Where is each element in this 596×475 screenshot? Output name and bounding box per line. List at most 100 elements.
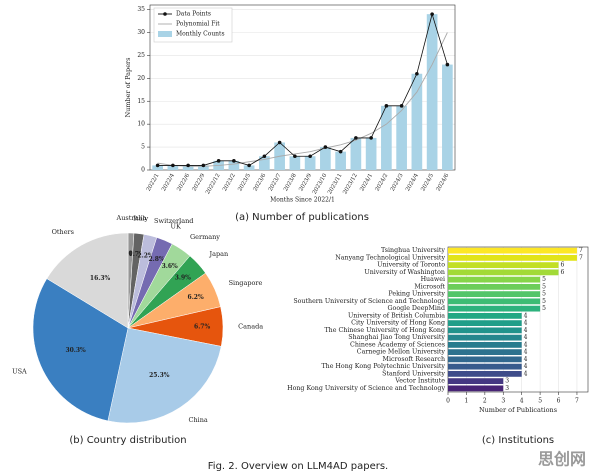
data-point: [430, 12, 434, 16]
percent-label: 2.2%: [137, 253, 153, 260]
x-axis-label: Number of Publications: [479, 406, 557, 414]
percent-label: 6.7%: [194, 323, 210, 330]
institution-label: Carnegie Mellon University: [357, 349, 446, 356]
bar: [182, 165, 194, 170]
plot-frame: [149, 4, 456, 171]
data-point: [323, 145, 328, 149]
bar-value-label: 7: [579, 247, 583, 254]
bar: [448, 363, 522, 370]
data-point: [384, 104, 389, 108]
data-point: [262, 154, 267, 159]
bar: [448, 254, 577, 261]
y-tick-label: 15: [137, 98, 145, 105]
country-label: Japan: [209, 250, 229, 258]
bar: [448, 385, 504, 392]
x-tick-label: 6: [557, 398, 561, 405]
x-tick-label: 3: [501, 398, 505, 405]
pie-wedge: [32, 278, 129, 422]
x-tick-label: 4: [520, 398, 524, 405]
bar-value-label: 5: [542, 298, 546, 305]
x-tick-label: 7: [575, 398, 579, 405]
bar: [448, 312, 522, 319]
bar: [228, 160, 240, 170]
bar: [350, 137, 362, 170]
bar: [243, 165, 255, 170]
bar: [167, 165, 179, 170]
data-point: [445, 62, 450, 67]
plot-frame: [447, 246, 589, 393]
x-tick-label: 1: [465, 398, 469, 405]
percent-label: 6.2%: [188, 294, 204, 301]
bar: [198, 165, 209, 170]
institution-label: University of British Columbia: [348, 312, 445, 319]
legend-label: Polynomial Fit: [176, 21, 220, 28]
pie-wedge: [46, 232, 129, 329]
institution-label: Huawei: [421, 276, 445, 283]
y-tick-label: 10: [137, 121, 145, 128]
y-axis-label: Number of Papers: [124, 57, 132, 117]
institution-label: Chinese Academy of Sciences: [350, 341, 445, 348]
bar: [411, 73, 423, 170]
y-tick-label: 0: [141, 167, 145, 174]
bar: [289, 156, 301, 170]
bar-value-label: 5: [542, 276, 546, 283]
bar: [448, 298, 541, 305]
country-label: UK: [170, 222, 180, 230]
bar-value-label: 3: [505, 385, 509, 392]
bar-value-label: 4: [524, 356, 528, 363]
country-label: Canada: [238, 322, 263, 330]
x-tick-label: 2: [483, 398, 487, 405]
data-point: [277, 140, 282, 145]
data-point: [186, 163, 190, 168]
data-point: [171, 163, 175, 168]
figure-caption: Fig. 2. Overview on LLM4AD papers.: [208, 461, 388, 472]
bar-value-label: 5: [542, 291, 546, 298]
institution-label: Microsoft Research: [383, 356, 445, 363]
bar-value-label: 6: [561, 269, 565, 276]
bar: [365, 137, 377, 170]
legend-marker: [163, 12, 167, 16]
country-label: Switzerland: [154, 217, 193, 225]
institution-label: Shanghai Jiao Tong University: [348, 334, 445, 341]
data-point: [293, 154, 297, 159]
data-point: [308, 154, 312, 159]
percent-label: 25.3%: [149, 372, 170, 379]
bar: [442, 64, 453, 170]
bar: [448, 305, 541, 312]
bar-value-label: 4: [524, 327, 528, 334]
bar: [259, 156, 270, 170]
institution-label: Tsinghua University: [381, 247, 445, 254]
bar: [448, 276, 541, 283]
y-tick-label: 20: [137, 75, 145, 82]
x-tick-label: 5: [538, 398, 542, 405]
data-point: [415, 71, 419, 76]
caption-b: (b) Country distribution: [69, 435, 186, 446]
x-tick-label: 0: [446, 398, 450, 405]
bar-value-label: 4: [524, 334, 528, 341]
institution-label: Hong Kong University of Science and Tech…: [287, 385, 445, 392]
y-tick-label: 5: [141, 144, 145, 151]
country-label: Singapore: [229, 279, 263, 287]
bar-value-label: 4: [524, 363, 528, 370]
institution-label: University of Washington: [364, 269, 445, 276]
country-label: Others: [52, 228, 74, 236]
bar: [448, 247, 577, 254]
institution-label: Microsoft: [414, 283, 445, 290]
data-point: [232, 159, 236, 163]
y-tick-label: 35: [137, 6, 145, 13]
bar: [448, 320, 522, 327]
bar: [448, 334, 522, 341]
bar-value-label: 4: [524, 312, 528, 319]
bar: [381, 105, 392, 170]
pie-wedge: [107, 327, 222, 424]
watermark: 思创网: [538, 450, 586, 469]
bar: [448, 327, 522, 334]
percent-label: 16.3%: [90, 275, 111, 282]
percent-label: 2.8%: [149, 256, 165, 263]
institution-label: Nanyang Technological University: [335, 254, 445, 261]
data-line: [157, 12, 448, 166]
country-label: Australia: [116, 214, 147, 222]
bar: [448, 356, 522, 363]
bar-value-label: 5: [542, 283, 546, 290]
bar: [448, 269, 559, 276]
